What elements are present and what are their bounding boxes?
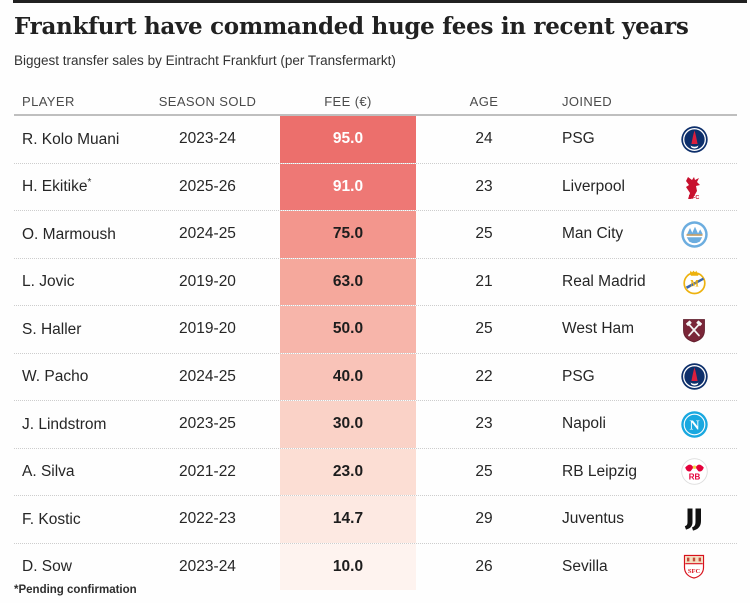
table-row: W. Pacho 2024-25 40.0 22 PSG: [14, 353, 737, 401]
column-header-age: AGE: [469, 93, 499, 109]
season-sold: 2024-25: [179, 225, 236, 243]
joined-club-name: West Ham: [562, 320, 635, 338]
player-name: R. Kolo Muani: [22, 130, 120, 148]
table-header-row: PLAYER SEASON SOLD FEE (€) AGE JOINED: [14, 88, 737, 116]
joined-club-name: Real Madrid: [562, 272, 646, 290]
table-row: H. Ekitike* 2025-26 91.0 23 Liverpool LF…: [14, 163, 737, 211]
fee-heat-cell: 50.0: [280, 306, 416, 353]
svg-text:SFC: SFC: [688, 568, 701, 575]
liverpool-crest-icon: LFC: [674, 173, 714, 200]
age-value: 25: [475, 320, 493, 338]
fee-heat-cell: 10.0: [280, 543, 416, 590]
joined-club-name: Man City: [562, 225, 624, 243]
age-value: 23: [475, 177, 493, 195]
joined-club-name: PSG: [562, 130, 595, 148]
page-title: Frankfurt have commanded huge fees in re…: [14, 13, 689, 40]
column-header-season-sold: SEASON SOLD: [158, 93, 257, 109]
fee-heat-cell: 63.0: [280, 258, 416, 305]
table-row: J. Lindstrom 2023-25 30.0 23 Napoli N: [14, 401, 737, 449]
table-row: O. Marmoush 2024-25 75.0 25 Man City: [14, 211, 737, 259]
season-sold: 2024-25: [179, 367, 236, 385]
joined-club-name: Sevilla: [562, 557, 608, 575]
age-value: 26: [475, 557, 493, 575]
player-name: L. Jovic: [22, 273, 75, 291]
svg-text:RB: RB: [688, 473, 700, 482]
season-sold: 2019-20: [179, 320, 236, 338]
footnote: *Pending confirmation: [14, 584, 137, 596]
page-subtitle: Biggest transfer sales by Eintracht Fran…: [14, 53, 396, 68]
joined-club-name: RB Leipzig: [562, 462, 637, 480]
pending-note-asterisk: *: [87, 177, 92, 189]
fee-heat-cell: 23.0: [280, 448, 416, 495]
player-name: S. Haller: [22, 320, 82, 338]
fee-heat-cell: 40.0: [280, 353, 416, 400]
season-sold: 2019-20: [179, 272, 236, 290]
fee-heat-cell: 14.7: [280, 496, 416, 543]
sevilla-crest-icon: SFC: [674, 553, 714, 580]
west-ham-crest-icon: [674, 316, 714, 343]
player-name: O. Marmoush: [22, 225, 116, 243]
age-value: 22: [475, 367, 493, 385]
season-sold: 2023-25: [179, 415, 236, 433]
svg-text:N: N: [689, 418, 699, 433]
table-row: A. Silva 2021-22 23.0 25 RB Leipzig RB: [14, 448, 737, 496]
age-value: 25: [475, 225, 493, 243]
age-value: 24: [475, 130, 493, 148]
season-sold: 2023-24: [179, 557, 236, 575]
table-row: S. Haller 2019-20 50.0 25 West Ham: [14, 306, 737, 354]
column-header-player: PLAYER: [22, 93, 75, 109]
table-row: F. Kostic 2022-23 14.7 29 Juventus: [14, 496, 737, 544]
table-row: D. Sow 2023-24 10.0 26 Sevilla SFC: [14, 543, 737, 590]
player-name: A. Silva: [22, 463, 75, 481]
player-name: W. Pacho: [22, 368, 89, 386]
psg-crest-icon: [674, 126, 714, 153]
season-sold: 2025-26: [179, 177, 236, 195]
season-sold: 2023-24: [179, 130, 236, 148]
season-sold: 2021-22: [179, 462, 236, 480]
transfer-table: PLAYER SEASON SOLD FEE (€) AGE JOINED R.…: [14, 88, 737, 590]
age-value: 23: [475, 415, 493, 433]
fee-heat-cell: 91.0: [280, 163, 416, 210]
svg-text:LFC: LFC: [689, 195, 700, 200]
table-row: L. Jovic 2019-20 63.0 21 Real Madrid M: [14, 258, 737, 306]
man-city-crest-icon: [674, 221, 714, 248]
player-name: J. Lindstrom: [22, 415, 107, 433]
napoli-crest-icon: N: [674, 411, 714, 438]
fee-heat-cell: 30.0: [280, 401, 416, 448]
column-header-joined: JOINED: [562, 93, 613, 109]
joined-club-name: Napoli: [562, 415, 606, 433]
real-madrid-crest-icon: M: [674, 268, 714, 295]
fee-heat-cell: 95.0: [280, 116, 416, 163]
psg-crest-icon: [674, 363, 714, 390]
player-name: D. Sow: [22, 558, 72, 576]
juventus-crest-icon: [674, 506, 714, 533]
age-value: 21: [475, 272, 493, 290]
player-name: H. Ekitike*: [22, 177, 92, 196]
fee-heat-cell: 75.0: [280, 211, 416, 258]
table-row: R. Kolo Muani 2023-24 95.0 24 PSG: [14, 116, 737, 164]
top-rule: [13, 0, 747, 3]
player-name: F. Kostic: [22, 510, 81, 528]
joined-club-name: PSG: [562, 367, 595, 385]
age-value: 29: [475, 510, 493, 528]
column-header-fee: FEE (€): [324, 93, 372, 109]
age-value: 25: [475, 462, 493, 480]
season-sold: 2022-23: [179, 510, 236, 528]
rb-leipzig-crest-icon: RB: [674, 458, 714, 486]
joined-club-name: Juventus: [562, 510, 625, 528]
joined-club-name: Liverpool: [562, 177, 625, 195]
table-body: R. Kolo Muani 2023-24 95.0 24 PSG H. Eki…: [14, 116, 737, 590]
svg-text:M: M: [690, 279, 699, 289]
